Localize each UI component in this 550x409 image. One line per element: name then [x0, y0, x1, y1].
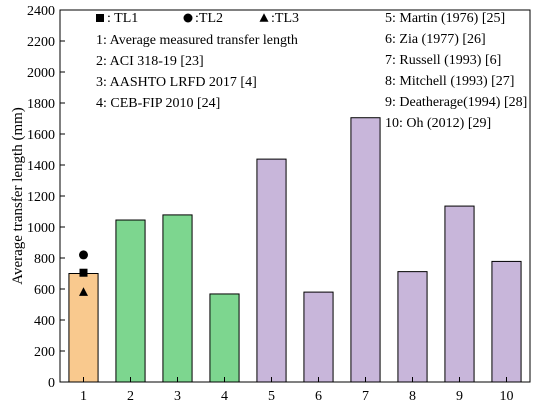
- legend-marker-triangle: [259, 13, 269, 22]
- x-tick-label-3: 3: [174, 389, 181, 404]
- y-tick-label-600: 600: [34, 283, 55, 298]
- legend-right-line-8: 8: Mitchell (1993) [27]: [385, 74, 514, 89]
- bar-7: [350, 117, 381, 383]
- legend-entry-1: : TL1: [107, 11, 138, 26]
- y-tick-label-1800: 1800: [27, 97, 55, 112]
- x-tick-label-10: 10: [500, 389, 514, 404]
- bar-5: [256, 158, 287, 383]
- legend-left: : TL1 :TL2 :TL3 1: Average measured transfe…: [96, 11, 299, 111]
- x-tick-label-2: 2: [127, 389, 134, 404]
- x-tick-label-4: 4: [221, 389, 228, 404]
- y-tick-label-800: 800: [34, 252, 55, 267]
- y-tick-label-2000: 2000: [27, 66, 55, 81]
- y-tick-label-2400: 2400: [27, 4, 55, 19]
- x-tick-label-1: 1: [80, 389, 87, 404]
- legend-right-line-6: 6: Zia (1977) [26]: [385, 32, 486, 47]
- legend-left-line-4: 4: CEB-FIP 2010 [24]: [96, 96, 220, 111]
- legend-right-line-5: 5: Martin (1976) [25]: [385, 11, 505, 26]
- legend-entry-3: :TL3: [271, 11, 299, 26]
- y-axis-title: Average transfer length (mm): [10, 107, 26, 285]
- legend-marker-circle: [183, 13, 193, 23]
- legend-left-line-1: 1: Average measured transfer length: [96, 33, 298, 48]
- y-tick-label-200: 200: [34, 345, 55, 360]
- y-axis: 0 200 400 600 800 1000 1200 1400 1600 1800 2000 220…: [27, 4, 65, 391]
- legend-right-line-7: 7: Russell (1993) [6]: [385, 53, 501, 68]
- y-tick-label-2200: 2200: [27, 35, 55, 50]
- bar-10: [491, 260, 522, 383]
- y-tick-label-1000: 1000: [27, 221, 55, 236]
- legend-right-line-9: 9: Deatherage(1994) [28]: [385, 95, 527, 110]
- bar-6: [303, 291, 334, 383]
- x-tick-label-9: 9: [456, 389, 463, 404]
- bar-8: [397, 271, 428, 383]
- y-tick-label-0: 0: [48, 376, 55, 391]
- scatter-points-layer: [79, 250, 88, 296]
- point-tl3: [79, 287, 88, 296]
- x-tick-label-6: 6: [315, 389, 322, 404]
- bar-2: [115, 219, 146, 383]
- legend-left-line-2: 2: ACI 318-19 [23]: [96, 54, 204, 69]
- bar-3: [162, 214, 193, 383]
- legend-entry-2: :TL2: [195, 11, 223, 26]
- y-tick-label-1400: 1400: [27, 159, 55, 174]
- point-tl1: [79, 268, 88, 277]
- legend-marker-square: [96, 14, 104, 22]
- legend-right-line-10: 10: Oh (2012) [29]: [385, 116, 491, 131]
- legend-right: 5: Martin (1976) [25] 6: Zia (1977) [26] 7…: [385, 11, 527, 131]
- x-tick-label-5: 5: [268, 389, 275, 404]
- point-tl2: [79, 250, 88, 260]
- x-tick-label-8: 8: [409, 389, 416, 404]
- bar-4: [209, 293, 240, 383]
- y-tick-label-400: 400: [34, 314, 55, 329]
- x-tick-label-7: 7: [362, 389, 369, 404]
- y-tick-label-1600: 1600: [27, 128, 55, 143]
- x-axis: 1 2 3 4 5 6 7 8 9 10: [80, 377, 514, 404]
- bars-layer: [68, 117, 522, 383]
- legend-left-line-3: 3: AASHTO LRFD 2017 [4]: [96, 75, 257, 90]
- bar-9: [444, 205, 475, 383]
- y-tick-label-1200: 1200: [27, 190, 55, 205]
